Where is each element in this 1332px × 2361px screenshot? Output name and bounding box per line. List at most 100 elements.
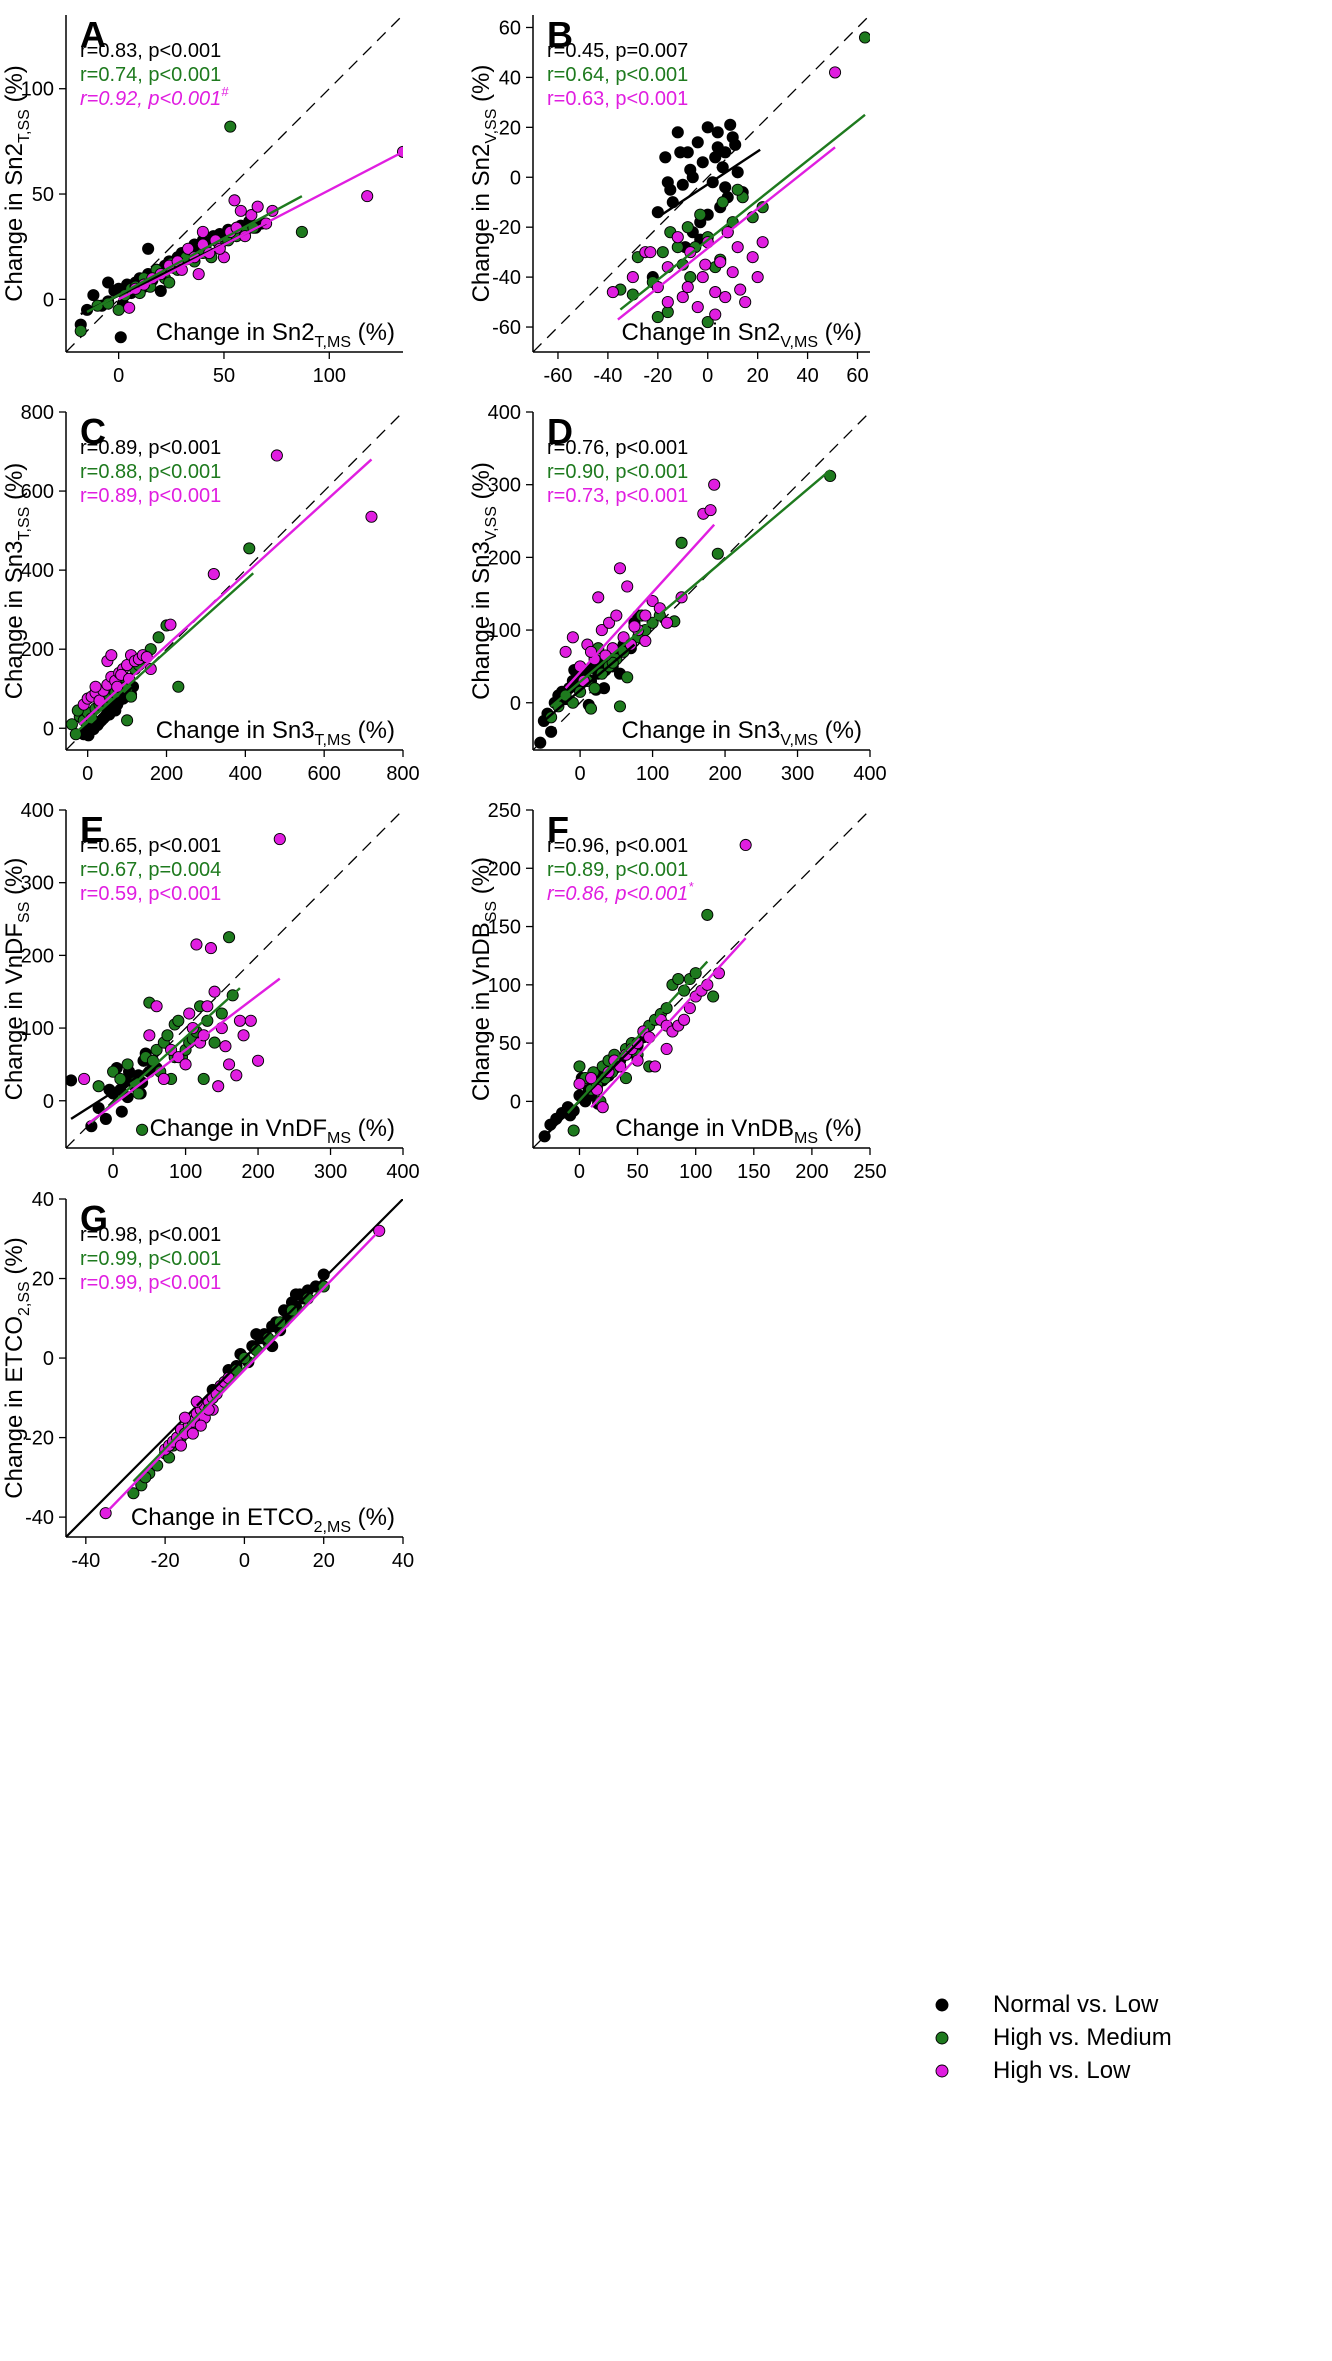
stat-text: r=0.76, p<0.001 xyxy=(547,437,688,459)
data-point-low xyxy=(212,1080,225,1093)
y-label-subscript: 2,SS xyxy=(16,1281,33,1316)
x-label-unit: (%) xyxy=(818,717,862,744)
series-low xyxy=(78,833,286,1093)
y-label-main: Change in Sn2 xyxy=(468,144,495,303)
data-point-low xyxy=(174,1439,188,1452)
stat-label: r=0.45, p=0.007 xyxy=(547,40,688,62)
data-point-low xyxy=(234,204,247,217)
stat-label: r=0.98, p<0.001 xyxy=(80,1224,221,1246)
stat-label: r=0.86, p<0.001* xyxy=(547,879,694,905)
fit-line-medium xyxy=(86,195,303,314)
data-point-medium xyxy=(127,1487,140,1500)
data-point-low xyxy=(252,1054,265,1067)
x-tick-label: -20 xyxy=(151,1550,180,1572)
y-label-subscript: SS xyxy=(16,902,33,923)
data-point-low xyxy=(228,194,241,207)
x-label-subscript: MS xyxy=(794,1130,818,1147)
x-tick-label: 100 xyxy=(169,1161,202,1183)
data-point-low xyxy=(183,1007,196,1020)
data-point-low xyxy=(204,942,217,955)
data-point-low xyxy=(731,241,744,254)
data-point-medium xyxy=(150,1043,163,1056)
stat-label: r=0.89, p<0.001 xyxy=(80,437,221,459)
fit-line-low xyxy=(104,1229,381,1514)
data-point-low xyxy=(157,1072,170,1085)
data-point-low xyxy=(164,618,177,631)
x-label-main: Change in VnDF xyxy=(150,1115,327,1142)
fit-line-medium xyxy=(550,469,831,708)
data-point-low xyxy=(671,231,684,244)
panel-letter: G xyxy=(80,1198,108,1239)
x-label-subscript: V,MS xyxy=(780,732,818,749)
fit-line-low xyxy=(617,146,836,321)
stat-text: r=0.92, p<0.001 xyxy=(80,88,221,110)
x-tick-label: 50 xyxy=(626,1161,648,1183)
stat-label: r=0.76, p<0.001 xyxy=(547,437,688,459)
y-tick-label: -40 xyxy=(25,1507,54,1529)
y-label-subscript: T,SS xyxy=(16,507,33,541)
y-label-unit: (%) xyxy=(1,1237,28,1281)
data-point-low xyxy=(676,291,689,304)
data-point-low xyxy=(192,268,205,281)
y-tick-label: 100 xyxy=(21,79,54,101)
stat-text: r=0.99, p<0.001 xyxy=(80,1272,221,1294)
x-label-subscript: V,MS xyxy=(780,334,818,351)
x-label-main: Change in Sn3 xyxy=(622,717,781,744)
data-point-normal xyxy=(87,289,100,302)
legend-marker xyxy=(935,2064,949,2078)
panel-letter: E xyxy=(80,809,104,850)
x-tick-label: 100 xyxy=(313,365,346,387)
data-point-normal xyxy=(711,126,724,139)
y-tick-label: 200 xyxy=(21,639,54,661)
data-point-medium xyxy=(701,908,714,921)
data-point-medium xyxy=(671,241,684,254)
panel-letter: D xyxy=(547,411,573,452)
data-point-low xyxy=(648,1060,662,1073)
x-label-subscript: T,MS xyxy=(315,732,351,749)
data-point-low xyxy=(626,271,639,284)
data-point-normal xyxy=(154,284,167,297)
y-tick-label: -40 xyxy=(492,267,521,289)
data-point-low xyxy=(595,624,608,637)
fit-line-normal xyxy=(543,1036,645,1138)
stat-text: r=0.90, p<0.001 xyxy=(547,461,688,483)
data-point-medium xyxy=(223,931,236,944)
stat-label: r=0.92, p<0.001# xyxy=(80,84,229,110)
data-point-normal xyxy=(719,146,732,159)
stat-text: r=0.45, p=0.007 xyxy=(547,40,688,62)
y-tick-label: 400 xyxy=(21,800,54,822)
stat-label: r=0.83, p<0.001 xyxy=(80,40,221,62)
x-tick-label: -40 xyxy=(593,365,622,387)
data-point-medium xyxy=(656,246,669,259)
y-tick-label: 300 xyxy=(488,475,521,497)
x-tick-label: -60 xyxy=(544,365,573,387)
data-point-low xyxy=(251,200,264,213)
fit-line-low xyxy=(118,150,403,301)
data-point-low xyxy=(681,281,694,294)
stat-text: r=0.86, p<0.001 xyxy=(547,883,688,905)
x-label-subscript: MS xyxy=(327,1130,351,1147)
data-point-normal xyxy=(142,242,155,255)
data-point-low xyxy=(696,271,709,284)
legend-label: High vs. Low xyxy=(993,2057,1131,2084)
data-point-low xyxy=(201,1000,214,1013)
data-point-low xyxy=(585,1072,598,1085)
y-tick-label: 300 xyxy=(21,873,54,895)
stat-label: r=0.73, p<0.001 xyxy=(547,485,688,507)
fit-line-normal xyxy=(70,1063,158,1120)
x-tick-label: 200 xyxy=(241,1161,274,1183)
data-point-medium xyxy=(163,276,176,289)
stat-text: r=0.64, p<0.001 xyxy=(547,64,688,86)
data-point-low xyxy=(566,631,579,644)
x-tick-label: 100 xyxy=(679,1161,712,1183)
panel-letter: C xyxy=(80,411,106,452)
stat-text: r=0.88, p<0.001 xyxy=(80,461,221,483)
y-label-main: Change in Sn3 xyxy=(1,541,28,700)
fit-line-medium xyxy=(71,572,255,738)
stat-text: r=0.74, p<0.001 xyxy=(80,64,221,86)
data-point-low xyxy=(230,1069,243,1082)
data-point-low xyxy=(603,616,616,629)
x-label-unit: (%) xyxy=(818,319,862,346)
x-tick-label: 20 xyxy=(313,1550,335,1572)
